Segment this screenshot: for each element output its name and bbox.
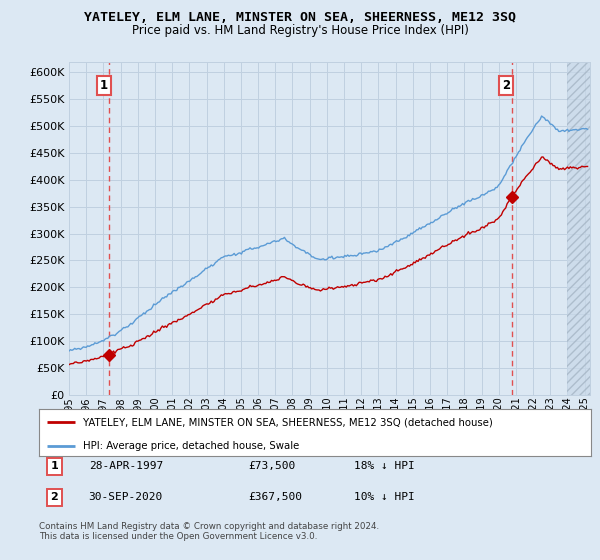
Text: £367,500: £367,500 (249, 492, 303, 502)
Text: HPI: Average price, detached house, Swale: HPI: Average price, detached house, Swal… (83, 441, 299, 451)
Text: 1: 1 (100, 80, 108, 92)
Text: 2: 2 (502, 80, 511, 92)
Text: 10% ↓ HPI: 10% ↓ HPI (353, 492, 415, 502)
Text: 2: 2 (50, 492, 58, 502)
Text: YATELEY, ELM LANE, MINSTER ON SEA, SHEERNESS, ME12 3SQ: YATELEY, ELM LANE, MINSTER ON SEA, SHEER… (84, 11, 516, 24)
Text: 18% ↓ HPI: 18% ↓ HPI (353, 461, 415, 472)
Text: Contains HM Land Registry data © Crown copyright and database right 2024.
This d: Contains HM Land Registry data © Crown c… (39, 522, 379, 542)
Text: 30-SEP-2020: 30-SEP-2020 (89, 492, 163, 502)
Text: 1: 1 (50, 461, 58, 472)
Text: YATELEY, ELM LANE, MINSTER ON SEA, SHEERNESS, ME12 3SQ (detached house): YATELEY, ELM LANE, MINSTER ON SEA, SHEER… (83, 417, 493, 427)
Text: Price paid vs. HM Land Registry's House Price Index (HPI): Price paid vs. HM Land Registry's House … (131, 24, 469, 36)
Bar (568, 62, 593, 395)
Text: £73,500: £73,500 (249, 461, 296, 472)
Text: 28-APR-1997: 28-APR-1997 (89, 461, 163, 472)
